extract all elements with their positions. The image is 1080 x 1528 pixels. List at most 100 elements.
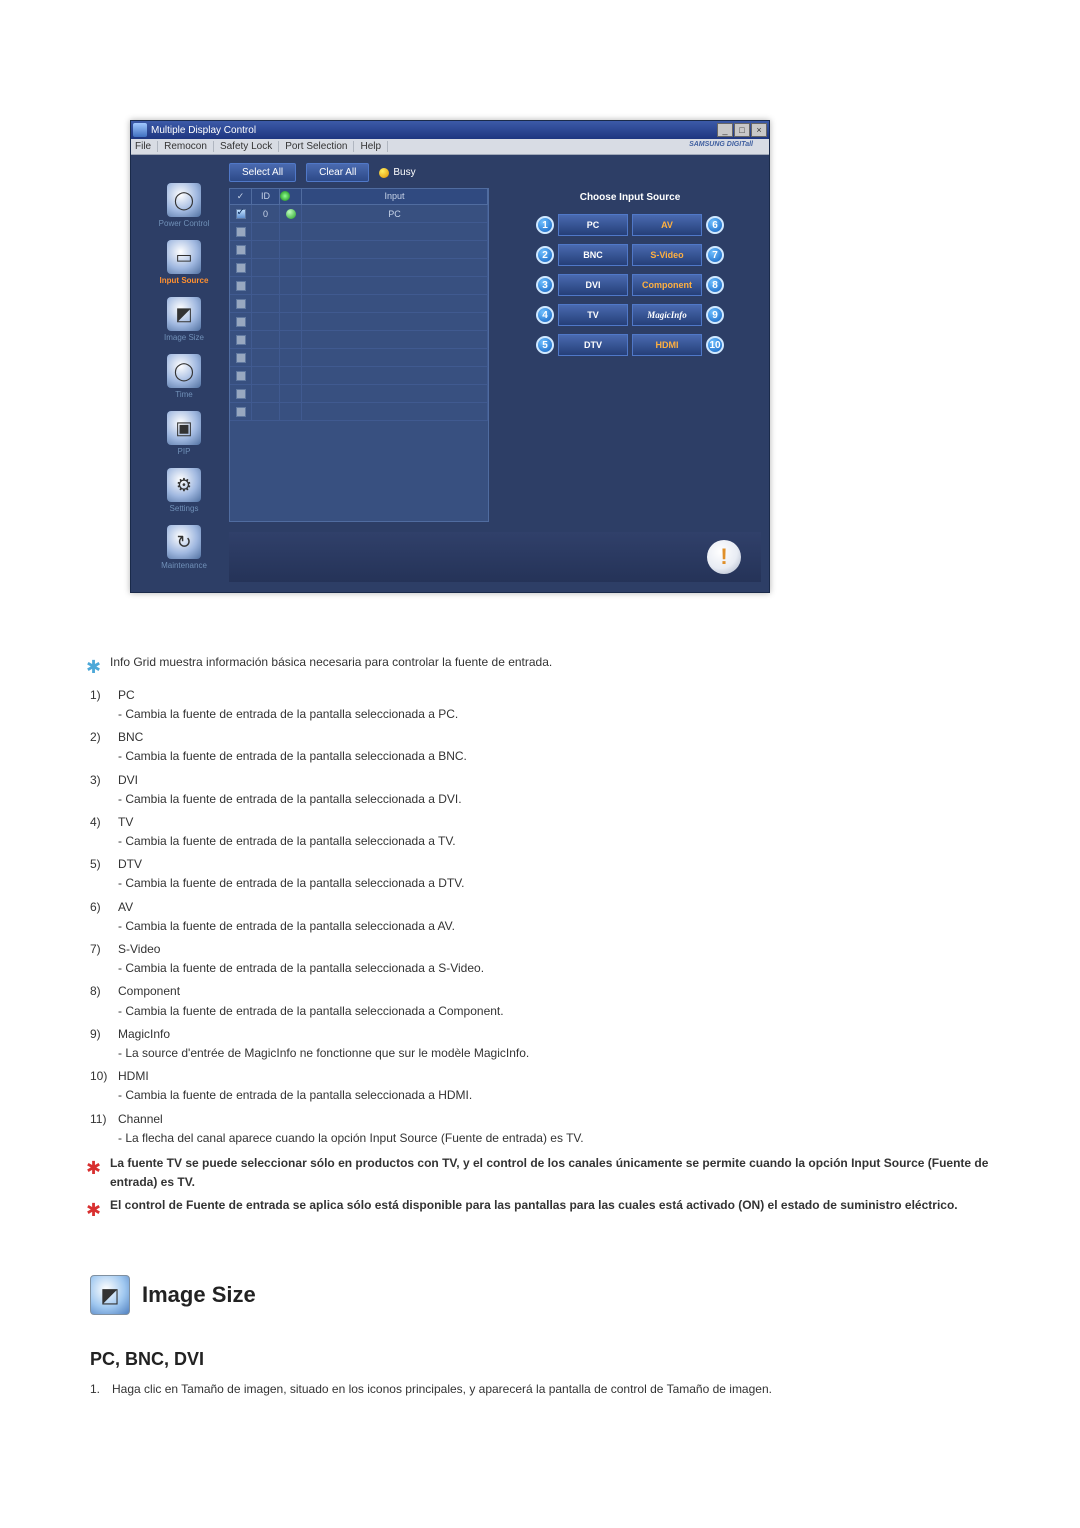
sidebar-item-pip[interactable]: ▣ PIP — [167, 411, 201, 456]
sidebar-label: Maintenance — [161, 561, 207, 570]
row-checkbox[interactable] — [236, 227, 246, 237]
note-2: El control de Fuente de entrada se aplic… — [110, 1196, 958, 1225]
sidebar-item-input-source[interactable]: ▭ Input Source — [160, 240, 209, 285]
sidebar-icon: ↻ — [167, 525, 201, 559]
table-row[interactable]: 0 PC — [230, 205, 488, 223]
table-row[interactable] — [230, 367, 488, 385]
doc-entry: 9) MagicInfo - La source d'entrée de Mag… — [90, 1025, 990, 1063]
info-grid: ✓ ID Input ▴ ▾ 0 PC — [229, 188, 489, 522]
star-icon: ✱ — [86, 1154, 110, 1192]
grid-header-check[interactable]: ✓ — [230, 189, 252, 204]
entry-number: 10) — [90, 1067, 118, 1105]
maximize-button[interactable]: □ — [734, 123, 750, 137]
para-number: 1. — [90, 1380, 112, 1398]
sidebar-label: Settings — [170, 504, 199, 513]
table-row[interactable] — [230, 223, 488, 241]
row-checkbox[interactable] — [236, 245, 246, 255]
entry-number: 2) — [90, 728, 118, 766]
row-id — [252, 259, 280, 276]
doc-entry: 3) DVI - Cambia la fuente de entrada de … — [90, 771, 990, 809]
row-input — [302, 295, 488, 312]
entry-desc: - Cambia la fuente de entrada de la pant… — [118, 832, 456, 851]
row-checkbox[interactable] — [236, 407, 246, 417]
doc-entry: 4) TV - Cambia la fuente de entrada de l… — [90, 813, 990, 851]
entry-desc: - Cambia la fuente de entrada de la pant… — [118, 1086, 472, 1105]
input-dtv-button[interactable]: DTV — [558, 334, 628, 356]
busy-dot-icon — [379, 168, 389, 178]
row-checkbox[interactable] — [236, 371, 246, 381]
table-row[interactable] — [230, 259, 488, 277]
table-row[interactable] — [230, 295, 488, 313]
entry-title: DTV — [118, 855, 464, 874]
row-input — [302, 241, 488, 258]
row-checkbox[interactable] — [236, 335, 246, 345]
row-checkbox[interactable] — [236, 281, 246, 291]
sidebar-item-image-size[interactable]: ◩ Image Size — [164, 297, 204, 342]
input-bnc-button[interactable]: BNC — [558, 244, 628, 266]
row-id — [252, 331, 280, 348]
menu-remocon[interactable]: Remocon — [164, 141, 214, 152]
entry-desc: - La source d'entrée de MagicInfo ne fon… — [118, 1044, 529, 1063]
input-magicinfo-button[interactable]: MagicInfo — [632, 304, 702, 326]
input-av-button[interactable]: AV — [632, 214, 702, 236]
doc-entry: 7) S-Video - Cambia la fuente de entrada… — [90, 940, 990, 978]
sidebar-icon: ▭ — [167, 240, 201, 274]
row-id — [252, 349, 280, 366]
table-row[interactable] — [230, 403, 488, 421]
table-row[interactable] — [230, 349, 488, 367]
sidebar-item-settings[interactable]: ⚙ Settings — [167, 468, 201, 513]
menu-file[interactable]: File — [135, 141, 158, 152]
row-checkbox[interactable] — [236, 317, 246, 327]
callout-badge-3: 3 — [536, 276, 554, 294]
select-all-button[interactable]: Select All — [229, 163, 296, 182]
row-input — [302, 313, 488, 330]
alert-icon: ! — [707, 540, 741, 574]
sidebar-item-power-control[interactable]: ◯ Power Control — [159, 183, 210, 228]
row-input — [302, 349, 488, 366]
row-id — [252, 313, 280, 330]
mdc-app-window: Multiple Display Control _ □ × File Remo… — [130, 120, 770, 593]
table-row[interactable] — [230, 331, 488, 349]
table-row[interactable] — [230, 241, 488, 259]
entry-title: TV — [118, 813, 456, 832]
entry-title: BNC — [118, 728, 467, 747]
callout-badge-2: 2 — [536, 246, 554, 264]
entry-number: 8) — [90, 982, 118, 1020]
entry-title: Channel — [118, 1110, 584, 1129]
input-s-video-button[interactable]: S-Video — [632, 244, 702, 266]
close-button[interactable]: × — [751, 123, 767, 137]
sidebar-icon: ▣ — [167, 411, 201, 445]
entry-number: 5) — [90, 855, 118, 893]
input-tv-button[interactable]: TV — [558, 304, 628, 326]
minimize-button[interactable]: _ — [717, 123, 733, 137]
sidebar-item-time[interactable]: ◯ Time — [167, 354, 201, 399]
row-checkbox[interactable] — [236, 389, 246, 399]
row-checkbox[interactable] — [236, 299, 246, 309]
entry-title: AV — [118, 898, 455, 917]
table-row[interactable] — [230, 313, 488, 331]
row-id: 0 — [252, 205, 280, 222]
input-dvi-button[interactable]: DVI — [558, 274, 628, 296]
menu-portselection[interactable]: Port Selection — [285, 141, 354, 152]
doc-entry: 1) PC - Cambia la fuente de entrada de l… — [90, 686, 990, 724]
brand-label: SAMSUNG DIGITall — [689, 141, 759, 152]
row-checkbox[interactable] — [236, 263, 246, 273]
input-component-button[interactable]: Component — [632, 274, 702, 296]
entry-number: 6) — [90, 898, 118, 936]
menu-safetylock[interactable]: Safety Lock — [220, 141, 279, 152]
table-row[interactable] — [230, 385, 488, 403]
para-1: Haga clic en Tamaño de imagen, situado e… — [112, 1380, 772, 1398]
input-pc-button[interactable]: PC — [558, 214, 628, 236]
sidebar-item-maintenance[interactable]: ↻ Maintenance — [161, 525, 207, 570]
entry-number: 1) — [90, 686, 118, 724]
input-hdmi-button[interactable]: HDMI — [632, 334, 702, 356]
row-input — [302, 367, 488, 384]
row-checkbox[interactable] — [236, 209, 246, 219]
entry-desc: - Cambia la fuente de entrada de la pant… — [118, 1002, 504, 1021]
row-checkbox[interactable] — [236, 353, 246, 363]
entry-desc: - La flecha del canal aparece cuando la … — [118, 1129, 584, 1148]
clear-all-button[interactable]: Clear All — [306, 163, 369, 182]
table-row[interactable] — [230, 277, 488, 295]
sidebar-label: Time — [175, 390, 192, 399]
menu-help[interactable]: Help — [360, 141, 388, 152]
